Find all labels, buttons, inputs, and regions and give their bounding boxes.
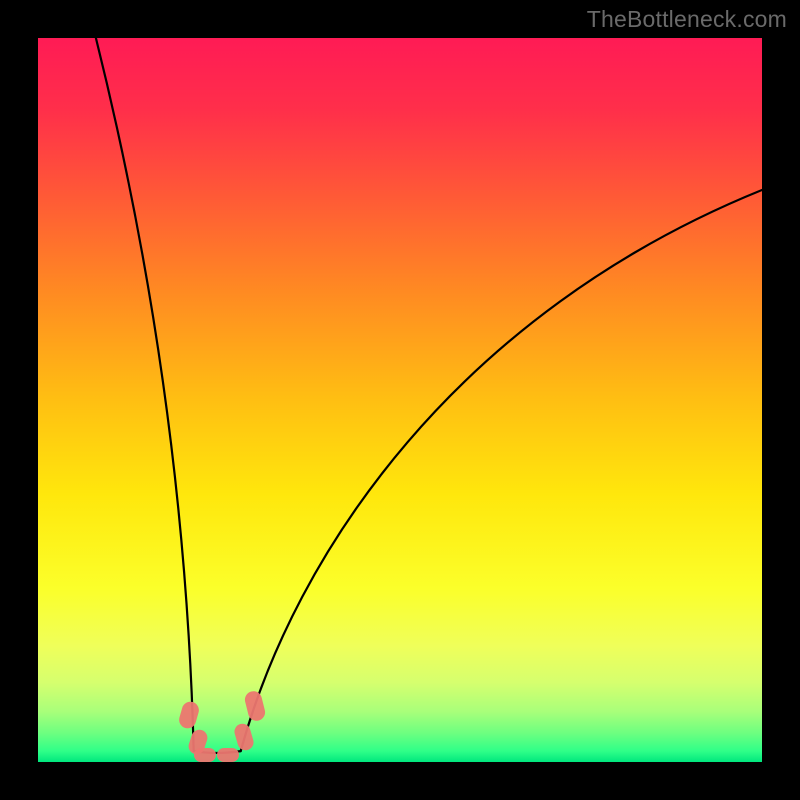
curve-marker [217,748,239,762]
watermark-text: TheBottleneck.com [587,6,787,33]
curve-marker [243,689,267,722]
chart-stage: TheBottleneck.com [0,0,800,800]
plot-area [38,38,762,762]
marker-layer [38,38,762,762]
curve-marker [194,748,216,762]
curve-marker [177,700,201,731]
